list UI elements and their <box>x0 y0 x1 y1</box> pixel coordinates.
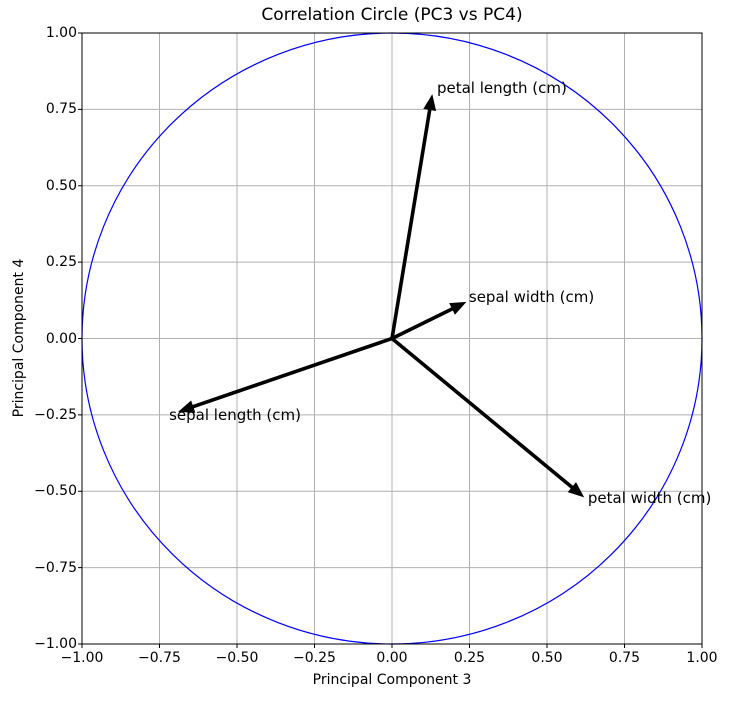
y-tick-label: −0.75 <box>34 559 77 576</box>
x-tick-label: −0.25 <box>293 650 336 666</box>
vector-arrow-shaft-sepal-width-cm <box>391 304 459 341</box>
x-tick-label: 1.00 <box>686 650 718 666</box>
y-tick-label: −0.50 <box>34 483 77 500</box>
x-tick-label: −0.50 <box>215 650 259 666</box>
y-tick-label: 0.25 <box>45 254 77 271</box>
vector-arrow-head-sepal-length-cm <box>178 400 196 413</box>
vector-arrow-shaft-petal-length-cm <box>390 103 433 339</box>
y-tick-label: 0.00 <box>45 330 77 347</box>
x-tick-label: −0.75 <box>138 650 181 666</box>
y-tick-label: −1.00 <box>34 635 77 652</box>
vector-arrow-shaft-petal-width-cm <box>390 337 578 493</box>
y-tick-label: 1.00 <box>45 24 77 41</box>
vector-arrow-shaft-sepal-length-cm <box>186 336 393 411</box>
y-axis-label: Principal Component 4 <box>11 258 27 418</box>
y-tick-label: −0.25 <box>34 406 77 423</box>
x-tick-label: 0.25 <box>453 650 486 666</box>
vector-label-sepal-length-cm: sepal length (cm) <box>169 405 301 424</box>
y-tick-label: 0.50 <box>45 177 77 194</box>
x-tick-label: 0.50 <box>531 650 563 666</box>
vector-label-petal-width-cm: petal width (cm) <box>587 488 712 507</box>
vector-arrow-head-sepal-width-cm <box>449 301 467 315</box>
x-tick-label: 0.75 <box>608 650 641 666</box>
chart-title: Correlation Circle (PC3 vs PC4) <box>261 5 523 25</box>
vector-arrow-head-petal-width-cm <box>567 482 585 498</box>
x-tick-label: −1.00 <box>60 650 104 666</box>
vector-arrow-head-petal-length-cm <box>423 94 437 111</box>
y-tick-label: 0.75 <box>45 101 77 118</box>
x-axis-label: Principal Component 3 <box>312 672 472 688</box>
x-tick-label: 0.00 <box>376 650 408 666</box>
vector-label-sepal-width-cm: sepal width (cm) <box>468 287 595 306</box>
vector-label-petal-length-cm: petal length (cm) <box>436 78 567 97</box>
